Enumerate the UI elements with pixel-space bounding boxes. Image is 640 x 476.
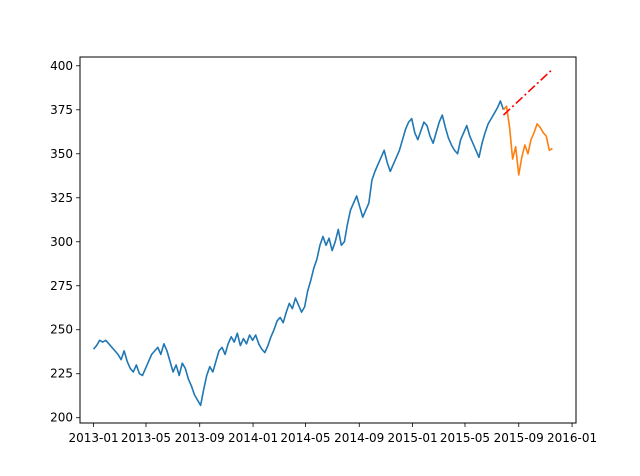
y-tick-label-8: 400 — [50, 59, 73, 73]
x-tick-label-4: 2014-05 — [280, 431, 330, 445]
series-line-2 — [502, 68, 553, 116]
series-layer — [92, 68, 553, 407]
x-tick-label-7: 2015-05 — [440, 431, 490, 445]
y-tick-label-4: 300 — [50, 235, 73, 249]
x-tick-label-0: 2013-01 — [68, 431, 118, 445]
y-axis: 200 225 250 275 300 325 350 375 400 — [50, 59, 80, 425]
x-tick-label-8: 2015-09 — [494, 431, 544, 445]
y-tick-label-1: 225 — [50, 367, 73, 381]
plot-frame — [79, 56, 577, 424]
y-tick-label-3: 275 — [50, 279, 73, 293]
x-tick-label-5: 2014-09 — [334, 431, 384, 445]
series-line-1 — [502, 105, 553, 176]
y-tick-label-5: 325 — [50, 191, 73, 205]
x-tick-label-6: 2015-01 — [387, 431, 437, 445]
x-tick-label-1: 2013-05 — [121, 431, 171, 445]
x-tick-label-2: 2013-09 — [175, 431, 225, 445]
x-tick-label-9: 2016-01 — [547, 431, 597, 445]
series-line-0 — [92, 100, 505, 407]
x-axis: 2013-01 2013-05 2013-09 2014-01 2014-05 2014-… — [68, 423, 597, 445]
y-tick-label-6: 350 — [50, 147, 73, 161]
y-tick-label-0: 200 — [50, 411, 73, 425]
y-tick-label-2: 250 — [50, 323, 73, 337]
x-tick-label-3: 2014-01 — [228, 431, 278, 445]
y-tick-label-7: 375 — [50, 103, 73, 117]
